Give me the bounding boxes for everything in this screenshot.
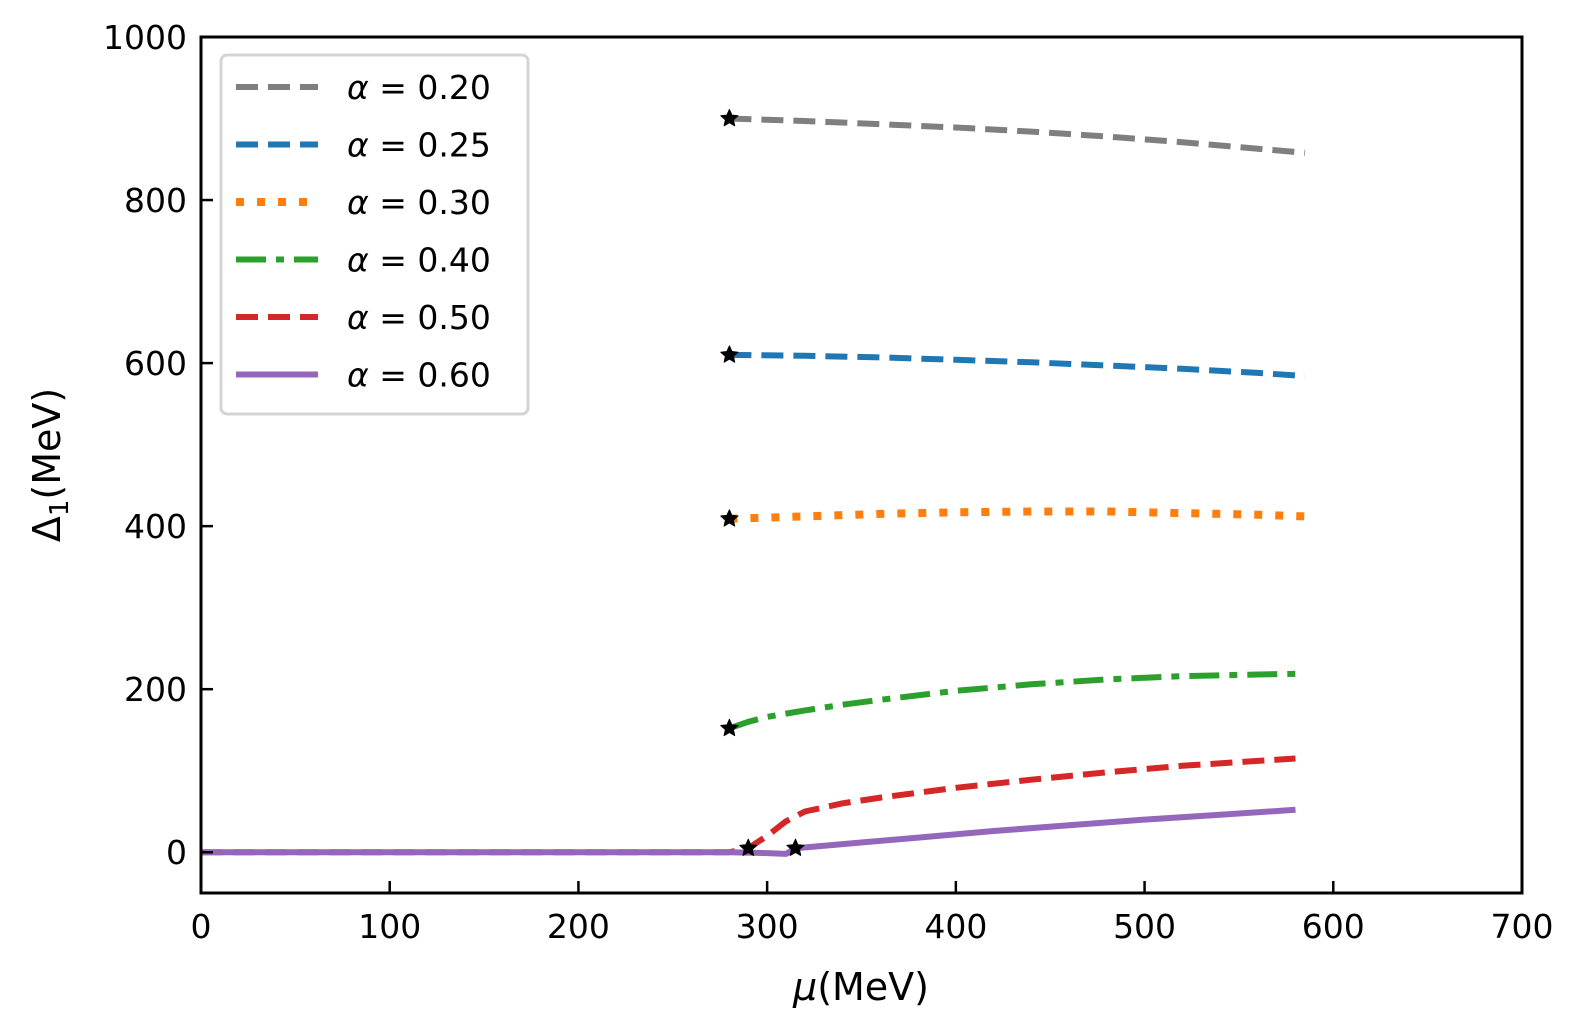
legend-label: α = 0.50 bbox=[347, 298, 491, 337]
legend-label-symbol: α bbox=[347, 68, 369, 107]
legend-label: α = 0.25 bbox=[347, 126, 491, 165]
legend-box bbox=[219, 53, 530, 416]
series-line-0-40 bbox=[728, 670, 1306, 732]
legend-label: α = 0.60 bbox=[347, 356, 491, 395]
legend-label-symbol: α bbox=[347, 126, 369, 165]
star-marker-icon bbox=[786, 838, 805, 856]
legend-label-equals: = bbox=[369, 68, 418, 107]
x-axis-label-symbol: μ bbox=[792, 965, 817, 1009]
legend-item: α = 0.30 bbox=[236, 183, 491, 222]
y-tick-label: 600 bbox=[124, 344, 187, 383]
marker-layer bbox=[720, 109, 805, 856]
y-tick-label: 0 bbox=[166, 833, 187, 872]
x-tick-label: 300 bbox=[736, 907, 799, 946]
x-axis-label: μ(MeV) bbox=[792, 965, 929, 1009]
star-marker-icon bbox=[720, 509, 739, 527]
x-tick-label: 0 bbox=[191, 907, 212, 946]
x-tick-label: 600 bbox=[1302, 907, 1365, 946]
star-marker-icon bbox=[739, 838, 758, 856]
legend-label-equals: = bbox=[369, 126, 418, 165]
star-marker-icon bbox=[720, 718, 739, 737]
series-line-0-25 bbox=[729, 351, 1306, 380]
star-marker-icon bbox=[720, 345, 739, 363]
legend-label-value: 0.60 bbox=[417, 356, 490, 395]
x-tick-label: 500 bbox=[1113, 907, 1176, 946]
x-axis: 0 100 200 300 400 500 600 700 bbox=[191, 881, 1554, 946]
y-tick-label: 1000 bbox=[103, 18, 187, 57]
y-axis-label: Δ1(MeV) bbox=[25, 388, 75, 542]
legend: α = 0.20α = 0.25α = 0.30α = 0.40α = 0.50… bbox=[219, 53, 530, 416]
y-axis: 0 200 400 600 800 1000 bbox=[103, 18, 213, 872]
legend-label-symbol: α bbox=[347, 183, 369, 222]
legend-label-value: 0.40 bbox=[417, 241, 490, 280]
y-tick-label: 800 bbox=[124, 181, 187, 220]
plot-frame bbox=[199, 35, 1524, 895]
legend-label-symbol: α bbox=[347, 356, 369, 395]
x-tick-label: 100 bbox=[358, 907, 421, 946]
series-line-0-30 bbox=[729, 507, 1306, 523]
legend-label-equals: = bbox=[369, 298, 418, 337]
legend-label: α = 0.20 bbox=[347, 68, 491, 107]
legend-label-value: 0.30 bbox=[417, 183, 490, 222]
legend-label-symbol: α bbox=[347, 241, 369, 280]
legend-label: α = 0.30 bbox=[347, 183, 491, 222]
legend-label: α = 0.40 bbox=[347, 241, 491, 280]
legend-label-equals: = bbox=[369, 356, 418, 395]
legend-item: α = 0.50 bbox=[236, 298, 491, 337]
legend-label-equals: = bbox=[369, 183, 418, 222]
series-line-0-50 bbox=[201, 755, 1296, 856]
x-axis-label-unit: (MeV) bbox=[817, 965, 929, 1009]
legend-label-equals: = bbox=[369, 241, 418, 280]
legend-item: α = 0.40 bbox=[236, 241, 491, 280]
x-tick-label: 200 bbox=[547, 907, 610, 946]
y-axis-label-subscript: 1 bbox=[45, 500, 75, 517]
legend-label-symbol: α bbox=[347, 298, 369, 337]
series-layer bbox=[201, 115, 1306, 857]
legend-label-value: 0.50 bbox=[417, 298, 490, 337]
legend-item: α = 0.25 bbox=[236, 126, 491, 165]
y-tick-label: 200 bbox=[124, 670, 187, 709]
x-tick-label: 700 bbox=[1491, 907, 1554, 946]
legend-item: α = 0.20 bbox=[236, 68, 491, 107]
x-tick-label: 400 bbox=[924, 907, 987, 946]
series-line-0-60 bbox=[201, 806, 1296, 857]
y-axis-label-unit: (MeV) bbox=[25, 388, 69, 500]
legend-label-value: 0.25 bbox=[417, 126, 490, 165]
series-line-0-20 bbox=[729, 115, 1306, 156]
y-axis-label-symbol: Δ bbox=[25, 516, 69, 542]
y-tick-label: 400 bbox=[124, 507, 187, 546]
legend-label-value: 0.20 bbox=[417, 68, 490, 107]
star-marker-icon bbox=[720, 109, 739, 127]
legend-item: α = 0.60 bbox=[236, 356, 491, 395]
